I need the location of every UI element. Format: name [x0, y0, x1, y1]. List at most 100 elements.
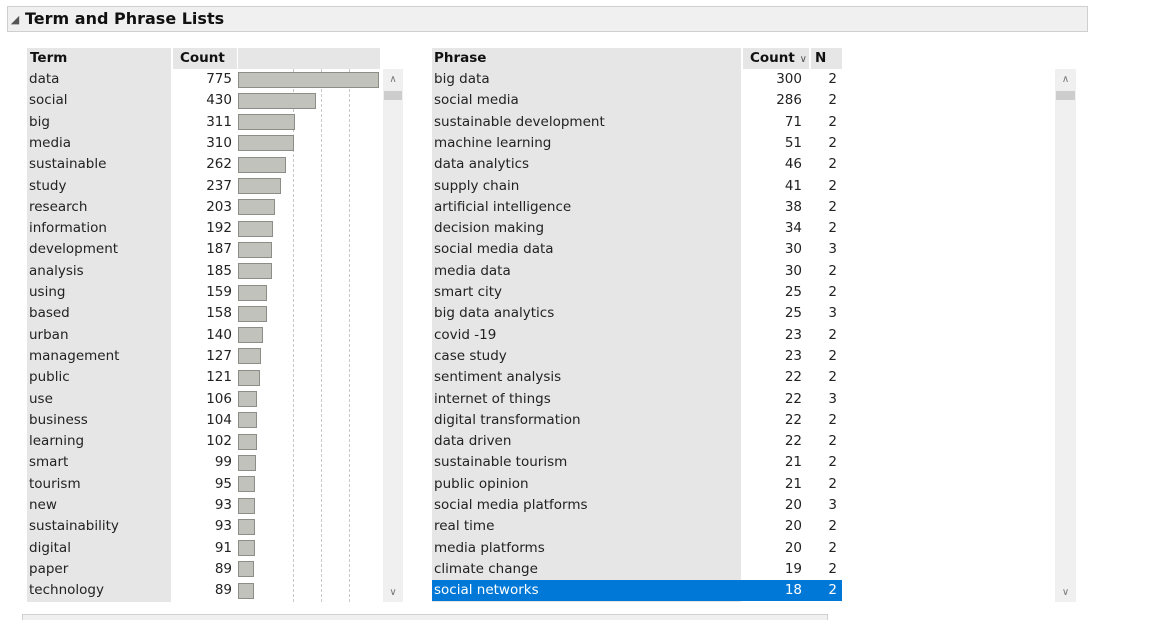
phrase-header[interactable]: Phrase: [434, 50, 487, 66]
phrase-row[interactable]: climate change 19 2: [432, 559, 842, 580]
term-count-cell: 203: [206, 198, 232, 215]
term-count-bar: [238, 561, 255, 578]
term-row[interactable]: digital 91: [27, 538, 237, 559]
term-row[interactable]: using 159: [27, 282, 237, 303]
count-header[interactable]: Count: [180, 50, 225, 66]
term-count-cell: 192: [206, 220, 232, 237]
term-row[interactable]: research 203: [27, 197, 237, 218]
term-count-bar: [238, 241, 273, 258]
phrase-count-cell: 21: [784, 475, 802, 492]
phrase-cell: public opinion: [434, 475, 529, 492]
phrase-count-cell: 23: [784, 326, 802, 343]
term-count-cell: 311: [206, 113, 232, 130]
term-row[interactable]: paper 89: [27, 559, 237, 580]
term-row[interactable]: study 237: [27, 176, 237, 197]
term-row[interactable]: development 187: [27, 239, 237, 260]
term-count-bar: [238, 327, 264, 344]
term-row[interactable]: tourism 95: [27, 474, 237, 495]
term-row[interactable]: management 127: [27, 346, 237, 367]
chevron-down-icon[interactable]: ∨: [799, 54, 807, 65]
term-row[interactable]: based 158: [27, 303, 237, 324]
phrase-row[interactable]: data analytics 46 2: [432, 154, 842, 175]
phrase-row[interactable]: covid -19 23 2: [432, 325, 842, 346]
term-row[interactable]: urban 140: [27, 325, 237, 346]
phrase-row[interactable]: social media data 30 3: [432, 239, 842, 260]
term-count-cell: 104: [206, 411, 232, 428]
phrase-count-cell: 20: [784, 497, 802, 513]
phrase-cell: data driven: [434, 433, 512, 450]
phrase-row[interactable]: real time 20 2: [432, 516, 842, 537]
phrase-cell: big data: [434, 71, 490, 87]
phrase-scrollbar[interactable]: ∧ ∨: [1055, 69, 1076, 602]
phrase-row[interactable]: smart city 25 2: [432, 282, 842, 303]
scroll-down-arrow-icon[interactable]: ∨: [389, 587, 397, 598]
phrase-row-selected[interactable]: social networks 18 2: [432, 580, 842, 602]
term-scrollbar-thumb[interactable]: [384, 91, 402, 100]
phrase-count-header-label: Count: [750, 50, 795, 66]
term-row[interactable]: learning 102: [27, 431, 237, 452]
phrase-row[interactable]: media data 30 2: [432, 261, 842, 282]
phrase-count-cell: 22: [784, 390, 802, 407]
term-row[interactable]: technology 89: [27, 580, 237, 601]
phrase-row[interactable]: artificial intelligence 38 2: [432, 197, 842, 218]
scroll-up-arrow-icon[interactable]: ∧: [389, 74, 397, 85]
term-row[interactable]: business 104: [27, 410, 237, 431]
phrase-row[interactable]: case study 23 2: [432, 346, 842, 367]
scroll-up-arrow-icon[interactable]: ∧: [1061, 74, 1070, 85]
term-count-bar: [238, 433, 257, 450]
term-count-bar: [238, 284, 267, 301]
phrase-row[interactable]: social media platforms 20 3: [432, 495, 842, 516]
term-row[interactable]: use 106: [27, 389, 237, 410]
term-count-bar: [238, 263, 272, 280]
term-header[interactable]: Term: [30, 50, 68, 66]
term-row[interactable]: sustainability 93: [27, 516, 237, 537]
term-row[interactable]: public 121: [27, 367, 237, 388]
term-count-cell: 185: [206, 262, 232, 279]
phrase-row[interactable]: public opinion 21 2: [432, 474, 842, 495]
phrase-row[interactable]: machine learning 51 2: [432, 133, 842, 154]
term-row[interactable]: information 192: [27, 218, 237, 239]
phrase-scrollbar-thumb[interactable]: [1056, 91, 1075, 100]
term-row[interactable]: sustainable 262: [27, 154, 237, 175]
phrase-row[interactable]: supply chain 41 2: [432, 176, 842, 197]
phrase-count-cell: 22: [784, 433, 802, 450]
scroll-down-arrow-icon[interactable]: ∨: [1061, 587, 1070, 598]
phrase-row[interactable]: internet of things 22 3: [432, 389, 842, 410]
phrase-row[interactable]: social media 286 2: [432, 90, 842, 111]
phrase-count-header[interactable]: Count ∨: [750, 48, 807, 69]
bar-gridline: [349, 69, 350, 602]
phrase-row[interactable]: sustainable development 71 2: [432, 112, 842, 133]
phrase-n-cell: 2: [828, 284, 837, 300]
n-header[interactable]: N: [815, 50, 827, 66]
term-cell: management: [29, 347, 120, 364]
phrase-row[interactable]: sustainable tourism 21 2: [432, 452, 842, 473]
selection-highlight: [432, 580, 842, 602]
phrase-row[interactable]: digital transformation 22 2: [432, 410, 842, 431]
term-row[interactable]: media 310: [27, 133, 237, 154]
phrase-row[interactable]: big data analytics 25 3: [432, 303, 842, 324]
collapse-triangle-icon[interactable]: ◢: [10, 13, 20, 26]
term-row[interactable]: big 311: [27, 112, 237, 133]
term-row[interactable]: smart 99: [27, 452, 237, 473]
phrase-n-cell: 2: [828, 539, 837, 556]
term-cell: smart: [29, 454, 69, 471]
term-bar-area: [237, 69, 382, 602]
phrase-row[interactable]: big data 300 2: [432, 69, 842, 90]
term-scrollbar[interactable]: ∧ ∨: [383, 69, 403, 602]
term-count-bar: [238, 71, 379, 88]
term-cell: new: [29, 497, 57, 513]
phrase-cell: case study: [434, 347, 507, 364]
phrase-n-cell: 3: [828, 241, 837, 258]
phrase-row[interactable]: decision making 34 2: [432, 218, 842, 239]
term-row[interactable]: new 93: [27, 495, 237, 516]
term-row[interactable]: analysis 185: [27, 261, 237, 282]
term-count-cell: 91: [214, 539, 232, 556]
phrase-row[interactable]: sentiment analysis 22 2: [432, 367, 842, 388]
phrase-row[interactable]: media platforms 20 2: [432, 538, 842, 559]
term-count-bar: [238, 220, 273, 237]
phrase-count-cell: 30: [784, 241, 802, 258]
phrase-n-cell: 3: [828, 390, 837, 407]
term-row[interactable]: data 775: [27, 69, 237, 90]
phrase-row[interactable]: data driven 22 2: [432, 431, 842, 452]
term-row[interactable]: social 430: [27, 90, 237, 111]
